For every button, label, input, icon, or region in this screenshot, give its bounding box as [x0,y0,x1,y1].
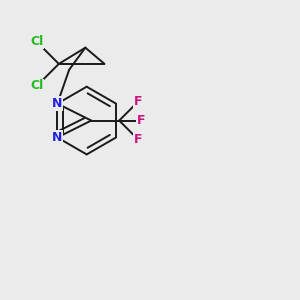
Text: F: F [134,95,142,108]
Text: N: N [52,97,63,110]
Text: Cl: Cl [30,35,43,48]
Text: F: F [137,114,146,127]
Text: F: F [134,133,142,146]
Text: N: N [52,131,63,144]
Text: Cl: Cl [30,80,43,92]
